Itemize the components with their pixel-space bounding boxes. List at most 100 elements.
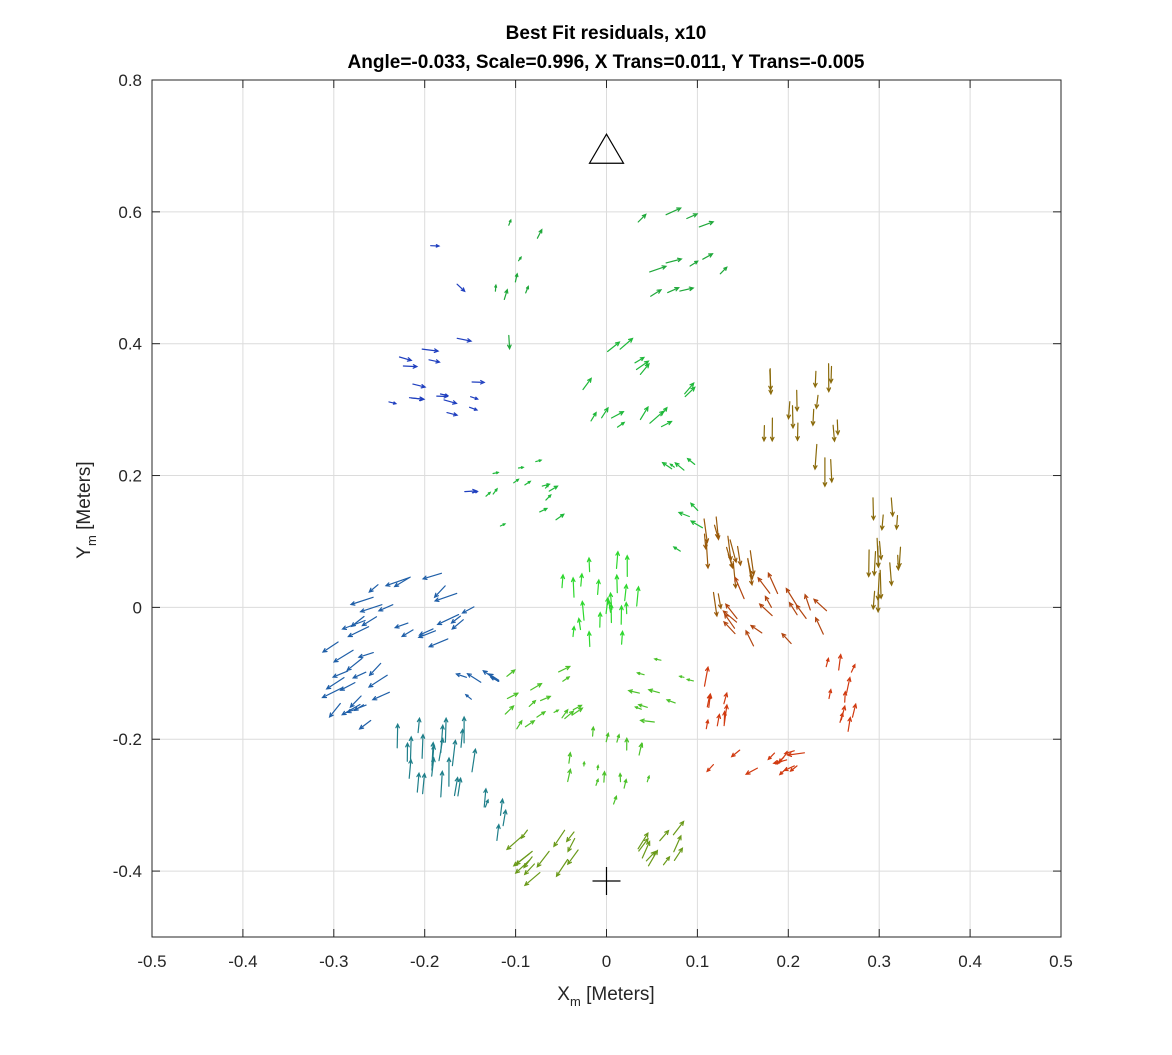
residual-arrow xyxy=(842,690,848,703)
residual-arrow xyxy=(878,569,884,600)
residual-arrow xyxy=(384,577,410,587)
markers xyxy=(588,133,625,895)
residual-arrow xyxy=(439,770,445,798)
residual-arrow xyxy=(719,266,728,275)
y-tick-label: 0.2 xyxy=(118,467,142,486)
residual-arrow xyxy=(514,859,531,875)
residual-arrow xyxy=(684,382,695,395)
residual-arrow xyxy=(524,480,532,486)
residual-arrow xyxy=(618,772,623,783)
residual-arrow xyxy=(894,515,900,531)
residual-arrow xyxy=(457,776,463,797)
residual-arrow xyxy=(525,285,530,294)
residual-arrow xyxy=(517,466,525,469)
residual-arrow xyxy=(535,459,543,463)
residual-arrow xyxy=(749,624,763,634)
residual-arrow xyxy=(503,288,509,300)
residual-arrow xyxy=(815,616,824,635)
residual-arrow xyxy=(494,283,498,292)
residual-arrow xyxy=(623,583,629,602)
residual-arrow xyxy=(634,356,646,364)
residual-arrow xyxy=(619,630,625,645)
residual-arrow xyxy=(757,576,771,594)
residual-arrow xyxy=(685,678,694,682)
residual-arrow xyxy=(358,719,372,730)
residual-arrow xyxy=(597,611,603,628)
residual-arrow xyxy=(590,411,597,422)
residual-arrow xyxy=(433,592,458,602)
x-tick-label: -0.4 xyxy=(228,952,257,971)
residual-arrow xyxy=(878,540,884,561)
residual-arrow xyxy=(640,742,644,749)
residual-arrow xyxy=(466,672,482,683)
residual-arrow xyxy=(637,213,647,223)
residual-arrow xyxy=(440,723,445,754)
residual-arrow xyxy=(499,797,505,816)
x-axis-label-sub: m xyxy=(570,994,581,1009)
x-axis-label-unit: [Meters] xyxy=(581,984,655,1005)
residual-arrow xyxy=(433,585,446,599)
residual-arrow xyxy=(540,695,552,702)
residual-arrow xyxy=(828,365,834,385)
residual-arrow xyxy=(712,591,719,618)
residual-arrow xyxy=(505,836,522,851)
residual-arrow xyxy=(814,394,820,410)
residual-arrow xyxy=(717,593,723,610)
residual-arrow xyxy=(835,419,841,436)
residual-arrow xyxy=(567,751,572,764)
residual-arrow xyxy=(418,628,434,636)
residual-arrow xyxy=(768,368,773,392)
residual-arrow xyxy=(616,733,621,743)
chart-subtitle: Angle=-0.033, Scale=0.996, X Trans=0.011… xyxy=(348,52,865,73)
residual-arrow xyxy=(460,728,465,748)
residual-arrow xyxy=(528,699,537,707)
residual-arrow xyxy=(653,657,662,661)
residual-arrow xyxy=(872,551,877,577)
residual-arrow xyxy=(492,487,498,495)
vector-cluster xyxy=(722,571,828,647)
residual-arrow xyxy=(660,420,673,428)
residual-arrow xyxy=(698,220,715,228)
residual-arrow xyxy=(794,389,800,413)
residual-arrow xyxy=(567,767,572,783)
vector-cluster xyxy=(703,516,756,618)
residual-arrow xyxy=(461,715,467,744)
x-tick-label: 0.5 xyxy=(1049,952,1073,971)
vector-cluster xyxy=(582,337,696,428)
triangle-marker xyxy=(588,133,625,164)
vector-cluster xyxy=(825,653,858,732)
residual-arrow xyxy=(516,719,523,730)
residual-arrow xyxy=(669,463,675,468)
residual-arrow xyxy=(703,665,710,687)
residual-arrow xyxy=(662,855,671,866)
residual-arrow xyxy=(726,546,734,570)
residual-arrow xyxy=(470,396,480,400)
residual-arrow xyxy=(665,699,676,704)
residual-arrow xyxy=(602,770,607,783)
residual-arrow xyxy=(828,688,833,700)
residual-arrow xyxy=(520,829,528,840)
y-axis-label-main: Y xyxy=(74,546,95,559)
residual-arrow xyxy=(678,675,685,679)
residual-arrow xyxy=(871,497,876,522)
residual-arrow xyxy=(548,485,559,492)
chart-title: Best Fit residuals, x10 xyxy=(506,23,707,44)
residual-arrow xyxy=(346,657,363,672)
residual-arrow xyxy=(605,596,610,615)
residual-arrow xyxy=(428,359,441,364)
residual-arrow xyxy=(431,744,436,771)
residual-arrow xyxy=(723,620,736,635)
residual-arrow xyxy=(514,850,533,866)
x-tick-label: 0.4 xyxy=(958,952,982,971)
residual-arrow xyxy=(408,735,414,760)
residual-arrow xyxy=(561,708,569,719)
residual-arrow xyxy=(723,703,729,727)
residual-arrow xyxy=(553,709,560,713)
residual-arrow xyxy=(783,750,795,755)
x-tick-label: -0.3 xyxy=(319,952,348,971)
x-tick-label: 0 xyxy=(602,952,611,971)
vector-cluster xyxy=(464,488,479,494)
residual-arrow xyxy=(421,348,440,353)
vector-cluster xyxy=(504,665,584,730)
residual-arrow xyxy=(634,706,642,710)
